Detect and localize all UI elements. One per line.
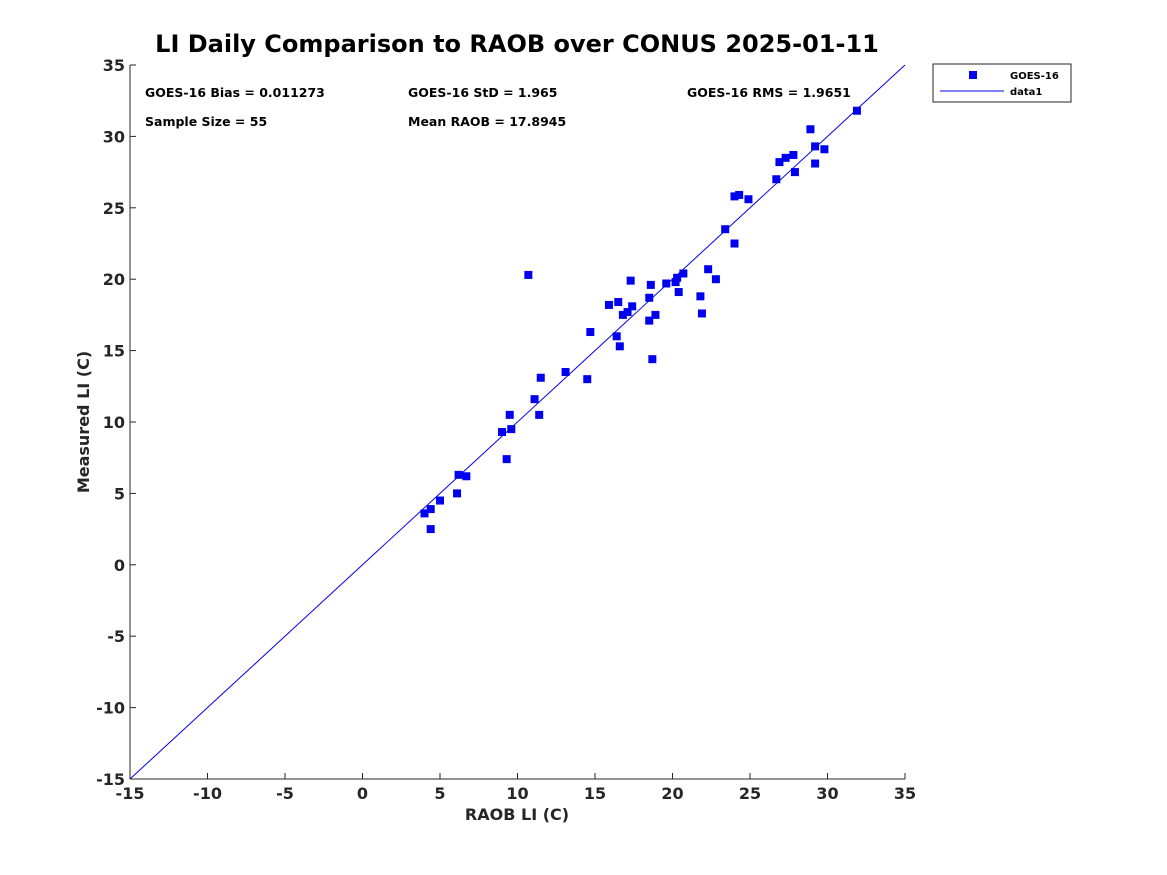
data-point-25 bbox=[628, 302, 637, 311]
data-point-15 bbox=[561, 368, 570, 377]
x-tick-label-2: -5 bbox=[276, 784, 294, 803]
data-point-45 bbox=[772, 175, 781, 184]
data-point-33 bbox=[673, 273, 682, 282]
data-point-40 bbox=[721, 225, 730, 234]
data-point-37 bbox=[697, 309, 706, 318]
data-point-48 bbox=[789, 150, 798, 159]
data-point-35 bbox=[679, 269, 688, 278]
data-point-36 bbox=[696, 292, 705, 301]
y-tick-label-6: 5 bbox=[114, 484, 125, 503]
x-tick-label-3: 0 bbox=[357, 784, 368, 803]
reference-line-data1 bbox=[129, 64, 906, 780]
data-point-30 bbox=[651, 310, 660, 319]
data-point-0 bbox=[420, 509, 429, 518]
data-point-41 bbox=[730, 239, 739, 248]
y-tick-label-5: 10 bbox=[103, 413, 125, 432]
data-point-50 bbox=[806, 125, 815, 134]
y-tick-label-4: 15 bbox=[103, 342, 125, 361]
x-tick-label-6: 15 bbox=[584, 784, 606, 803]
bias-annotation: GOES-16 Bias = 0.011273 bbox=[145, 85, 325, 100]
data-point-18 bbox=[604, 300, 613, 309]
y-tick-label-7: 0 bbox=[114, 556, 125, 575]
data-point-34 bbox=[674, 288, 683, 297]
scatter-points-layer bbox=[420, 106, 861, 534]
data-point-43 bbox=[735, 190, 744, 199]
x-tick-label-8: 25 bbox=[739, 784, 761, 803]
data-point-1 bbox=[426, 505, 435, 514]
legend-box bbox=[932, 63, 1072, 103]
data-point-2 bbox=[426, 525, 435, 534]
data-point-17 bbox=[586, 328, 595, 337]
data-point-26 bbox=[645, 316, 654, 325]
mean-raob-annotation: Mean RAOB = 17.8945 bbox=[408, 114, 566, 129]
data-point-49 bbox=[790, 168, 799, 177]
legend: GOES-16 data1 bbox=[932, 63, 1072, 103]
std-annotation: GOES-16 StD = 1.965 bbox=[408, 85, 557, 100]
y-tick-label-8: -5 bbox=[107, 627, 125, 646]
x-tick-label-4: 5 bbox=[434, 784, 445, 803]
data-point-39 bbox=[711, 275, 720, 284]
y-axis-ticks: 35 30 25 20 15 10 5 0 -5 -10 -15 bbox=[96, 56, 136, 789]
data-point-24 bbox=[626, 276, 635, 285]
data-point-54 bbox=[852, 106, 861, 115]
sample-size-annotation: Sample Size = 55 bbox=[145, 114, 267, 129]
data-point-47 bbox=[781, 153, 790, 162]
x-axis-label: RAOB LI (C) bbox=[465, 805, 569, 824]
data-point-16 bbox=[583, 375, 592, 384]
x-tick-label-10: 35 bbox=[894, 784, 916, 803]
legend-label-goes16: GOES-16 bbox=[1010, 71, 1059, 82]
data-point-10 bbox=[507, 425, 516, 434]
data-point-27 bbox=[645, 293, 654, 302]
data-point-4 bbox=[453, 489, 462, 498]
data-point-22 bbox=[618, 310, 627, 319]
x-tick-label-1: -10 bbox=[193, 784, 222, 803]
data-point-38 bbox=[704, 265, 713, 274]
data-point-21 bbox=[615, 342, 624, 351]
x-tick-label-5: 10 bbox=[506, 784, 528, 803]
rms-annotation: GOES-16 RMS = 1.9651 bbox=[687, 85, 851, 100]
data-point-19 bbox=[612, 332, 621, 341]
data-point-52 bbox=[811, 159, 820, 168]
data-point-28 bbox=[646, 280, 655, 289]
data-point-13 bbox=[535, 410, 544, 419]
data-point-51 bbox=[811, 142, 820, 151]
data-point-23 bbox=[623, 308, 632, 317]
data-point-44 bbox=[744, 195, 753, 204]
y-tick-label-2: 25 bbox=[103, 199, 125, 218]
y-axis-label: Measured LI (C) bbox=[74, 351, 93, 493]
y-tick-label-0: 35 bbox=[103, 56, 125, 75]
data-point-8 bbox=[502, 455, 511, 464]
legend-label-data1: data1 bbox=[1010, 87, 1042, 98]
y-tick-label-3: 20 bbox=[103, 270, 125, 289]
data-point-3 bbox=[436, 496, 444, 505]
legend-marker-square bbox=[969, 71, 977, 79]
chart-title: LI Daily Comparison to RAOB over CONUS 2… bbox=[155, 30, 879, 58]
data-point-29 bbox=[648, 355, 657, 364]
x-axis-ticks: -15 -10 -5 0 5 10 15 20 25 30 35 bbox=[116, 773, 916, 803]
y-tick-label-1: 30 bbox=[103, 127, 125, 146]
y-tick-label-9: -10 bbox=[96, 699, 125, 718]
data-point-9 bbox=[505, 410, 514, 419]
data-point-20 bbox=[614, 298, 623, 307]
data-point-42 bbox=[730, 192, 739, 201]
data-point-7 bbox=[498, 427, 506, 436]
y-tick-label-10: -15 bbox=[96, 770, 125, 789]
data-point-31 bbox=[662, 279, 671, 288]
data-point-12 bbox=[530, 395, 539, 404]
reference-line-layer bbox=[129, 64, 906, 780]
x-tick-label-0: -15 bbox=[116, 784, 145, 803]
x-tick-label-9: 30 bbox=[816, 784, 838, 803]
data-point-46 bbox=[775, 158, 784, 167]
data-point-6 bbox=[462, 472, 471, 481]
data-point-53 bbox=[820, 145, 829, 154]
x-tick-label-7: 20 bbox=[661, 784, 683, 803]
data-point-5 bbox=[454, 470, 463, 479]
data-point-14 bbox=[536, 373, 545, 382]
data-point-11 bbox=[524, 270, 533, 279]
data-point-32 bbox=[671, 278, 680, 287]
